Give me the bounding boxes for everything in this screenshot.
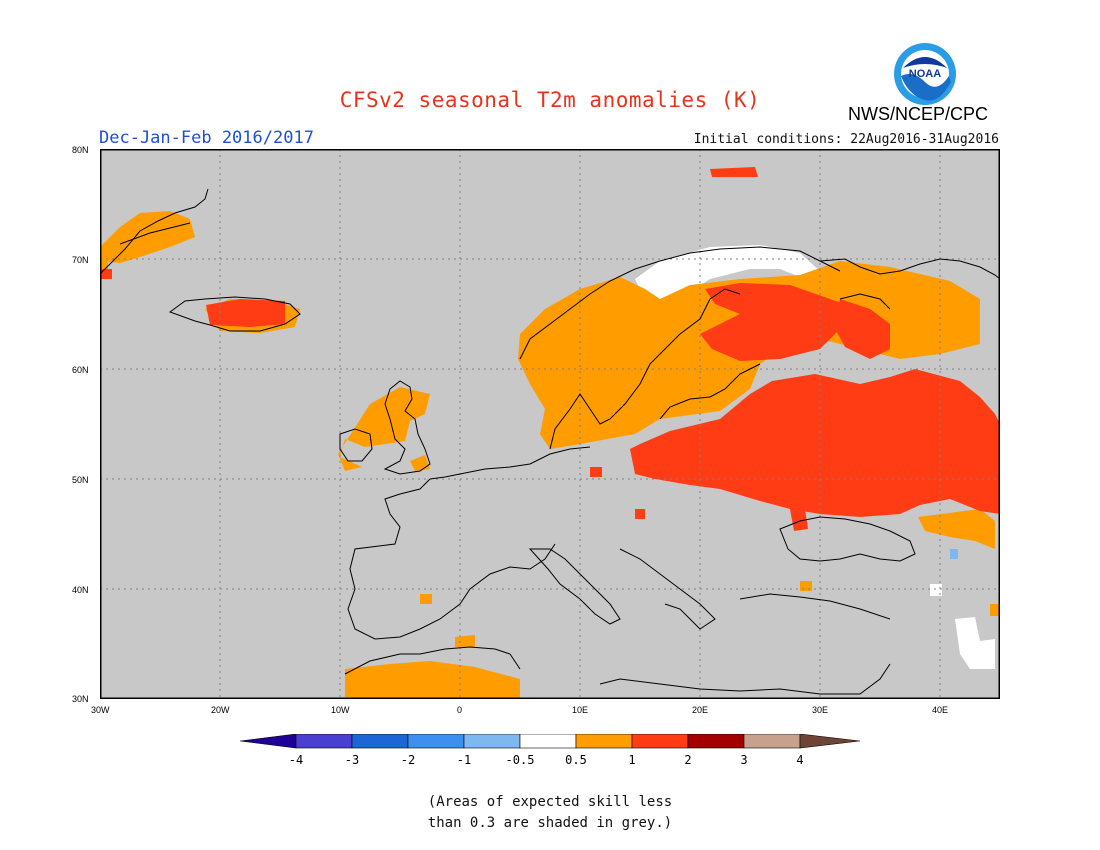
lat-tick-70n: 70N [72,255,89,265]
orange-area-north-africa [345,661,520,699]
red-area-svalbard [710,167,758,177]
lat-tick-80n: 80N [72,145,89,155]
skill-note-line2: than 0.3 are shaded in grey.) [427,815,673,831]
lon-tick-30e: 30E [812,705,829,715]
colorbar-segment-minus2-minus1 [407,734,465,749]
logo-text: NOAA [909,68,941,80]
lon-tick-30w: 30W [91,705,110,715]
colorbar-label-minus3: -3 [345,753,359,767]
colorbar-label-4: 4 [796,753,803,767]
colorbar-segment-2-3 [687,734,745,749]
colorbar-label-3: 3 [740,753,747,767]
noaa-logo: NOAA [894,43,956,105]
initial-conditions-label: Initial conditions: 22Aug2016-31Aug2016 [693,132,999,147]
red-area-greenland-spot [100,269,112,279]
lon-tick-20w: 20W [211,705,230,715]
colorbar-segment-minus3-minus2 [351,734,409,749]
chart-title: CFSv2 seasonal T2m anomalies (K) [339,88,761,112]
anomaly-blue-layer [950,549,958,559]
map-gridlines [100,149,1000,699]
lon-tick-40e: 40E [932,705,949,715]
colorbar-segment-05-1 [575,734,633,749]
anomaly-red-layer [100,167,1000,531]
lat-tick-30n: 30N [72,694,89,704]
colorbar-segment-minus4-minus3 [295,734,353,749]
colorbar-segment-above-4 [799,734,861,749]
red-area-alps-spot [635,509,645,519]
colorbar-label-minus4: -4 [289,753,303,767]
lon-tick-10e: 10E [572,705,589,715]
lat-tick-50n: 50N [72,475,89,485]
skill-note: (Areas of expected skill less than 0.3 a… [0,792,1100,834]
orange-area-black-sea [918,509,995,549]
colorbar-label-minus05: -0.5 [506,753,535,767]
red-area-eastern-europe [630,369,1000,517]
red-area-iceland [206,299,285,327]
map-frame [100,149,1000,699]
colorbar-label-minus1: -1 [457,753,471,767]
red-area-crimea [790,509,808,531]
lon-tick-20e: 20E [692,705,709,715]
lat-tick-40n: 40N [72,585,89,595]
agency-label: NWS/NCEP/CPC [848,104,989,124]
colorbar-label-05: 0.5 [565,753,587,767]
red-area-germany-spot [590,467,602,477]
colorbar-label-2: 2 [684,753,691,767]
orange-area-spain-spot [420,594,432,604]
colorbar-segment-3-4 [743,734,801,749]
blue-area-caucasus [950,549,958,559]
lat-tick-60n: 60N [72,365,89,375]
colorbar-label-minus2: -2 [401,753,415,767]
orange-area-east-spot [990,604,1000,616]
colorbar-segment-minus1-minus05 [463,734,521,749]
skill-note-line1: (Areas of expected skill less [427,794,673,810]
colorbar-segment-below-minus4 [240,734,297,749]
lon-tick-0: 0 [457,705,463,715]
colorbar-segment-minus05-05 [519,734,577,749]
orange-area-west-greenland [100,247,108,269]
colorbar-segment-1-2 [631,734,689,749]
orange-area-tunisia [455,635,475,647]
season-label: Dec-Jan-Feb 2016/2017 [99,128,314,148]
orange-area-turkey-spot [800,581,812,591]
white-area-levant [955,617,995,669]
colorbar-label-1: 1 [628,753,635,767]
anomaly-map: 80N [100,149,1000,699]
coastlines [100,188,1000,695]
colorbar: -4 -3 -2 -1 -0.5 0.5 1 2 3 4 [240,734,861,767]
red-area-kola-karelia [835,299,890,359]
lon-tick-10w: 10W [331,705,350,715]
white-area-caucasus [930,584,942,596]
